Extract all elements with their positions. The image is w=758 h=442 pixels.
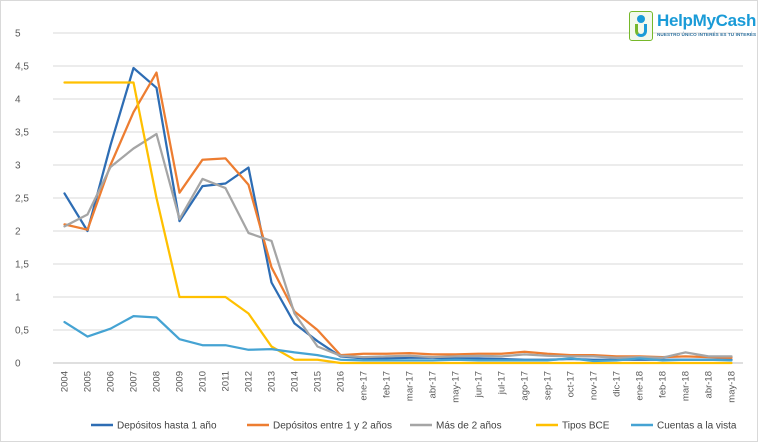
x-tick-label: 2011 — [221, 371, 232, 391]
x-tick-label: 2013 — [267, 371, 278, 392]
legend-label: Cuentas a la vista — [657, 421, 737, 432]
x-tick-label: oct-17 — [566, 371, 577, 397]
x-tick-label: jun-17 — [474, 371, 485, 398]
x-axis-ticks: 2004 2005 2006 2007 2008 2009 2010 2011 2012 2013… — [60, 371, 738, 403]
y-tick-label: 2,5 — [15, 194, 29, 205]
y-tick-label: 0 — [15, 359, 21, 370]
y-tick-label: 5 — [15, 29, 21, 40]
x-tick-label: 2015 — [313, 371, 324, 392]
logo-brand: HelpMyCash — [657, 11, 757, 30]
x-tick-label: 2009 — [175, 371, 186, 392]
y-tick-label: 3,5 — [15, 128, 29, 139]
x-tick-label: ene-17 — [359, 371, 370, 401]
x-tick-label: ene-18 — [635, 371, 646, 401]
x-tick-label: 2012 — [244, 371, 255, 392]
gridlines — [53, 32, 743, 364]
y-tick-label: 1 — [15, 293, 21, 304]
x-tick-label: jul-17 — [497, 371, 508, 395]
helpmycash-logo: HelpMyCash NUESTRO ÚNICO INTERÉS ES TU I… — [629, 9, 757, 43]
x-tick-label: 2008 — [152, 371, 163, 392]
x-tick-label: 2016 — [336, 371, 347, 392]
series-line — [63, 81, 733, 365]
legend-label: Depósitos entre 1 y 2 años — [273, 421, 392, 432]
x-tick-label: 2014 — [290, 371, 301, 392]
series-line — [63, 71, 733, 359]
series-line — [63, 314, 733, 363]
x-tick-label: 2004 — [60, 371, 71, 392]
series-line — [63, 132, 733, 359]
x-tick-label: 2005 — [83, 371, 94, 392]
x-tick-label: ago-17 — [520, 371, 531, 401]
y-tick-label: 0,5 — [15, 326, 29, 337]
y-tick-label: 1,5 — [15, 260, 29, 271]
x-tick-label: 2006 — [106, 371, 117, 392]
legend-label: Depósitos hasta 1 año — [117, 421, 217, 432]
x-tick-label: sep-17 — [543, 371, 554, 400]
y-tick-label: 2 — [15, 227, 21, 238]
legend: Depósitos hasta 1 año Depósitos entre 1 y… — [91, 421, 737, 432]
logo-tagline: NUESTRO ÚNICO INTERÉS ES TU INTERÉS — [657, 32, 757, 37]
y-tick-label: 4,5 — [15, 62, 29, 73]
y-axis-ticks: 0 0,5 1 1,5 2 2,5 3 3,5 4 4,5 5 — [15, 29, 29, 370]
x-tick-label: abr-17 — [428, 371, 439, 398]
legend-label: Más de 2 años — [436, 421, 502, 432]
x-tick-label: mar-18 — [681, 371, 692, 401]
x-tick-label: may-17 — [451, 371, 462, 403]
x-tick-label: may-18 — [727, 371, 738, 403]
x-tick-label: nov-17 — [589, 371, 600, 400]
x-tick-label: 2010 — [198, 371, 209, 392]
x-tick-label: abr-18 — [704, 371, 715, 398]
x-tick-label: dic-17 — [612, 371, 623, 397]
x-tick-label: 2007 — [129, 371, 140, 392]
y-tick-label: 4 — [15, 95, 21, 106]
series-lines — [63, 66, 733, 365]
x-tick-label: feb-18 — [658, 371, 669, 398]
y-tick-label: 3 — [15, 161, 21, 172]
x-tick-label: feb-17 — [382, 371, 393, 398]
logo-person-icon — [629, 11, 653, 41]
legend-label: Tipos BCE — [562, 421, 610, 432]
x-tick-label: mar-17 — [405, 371, 416, 401]
